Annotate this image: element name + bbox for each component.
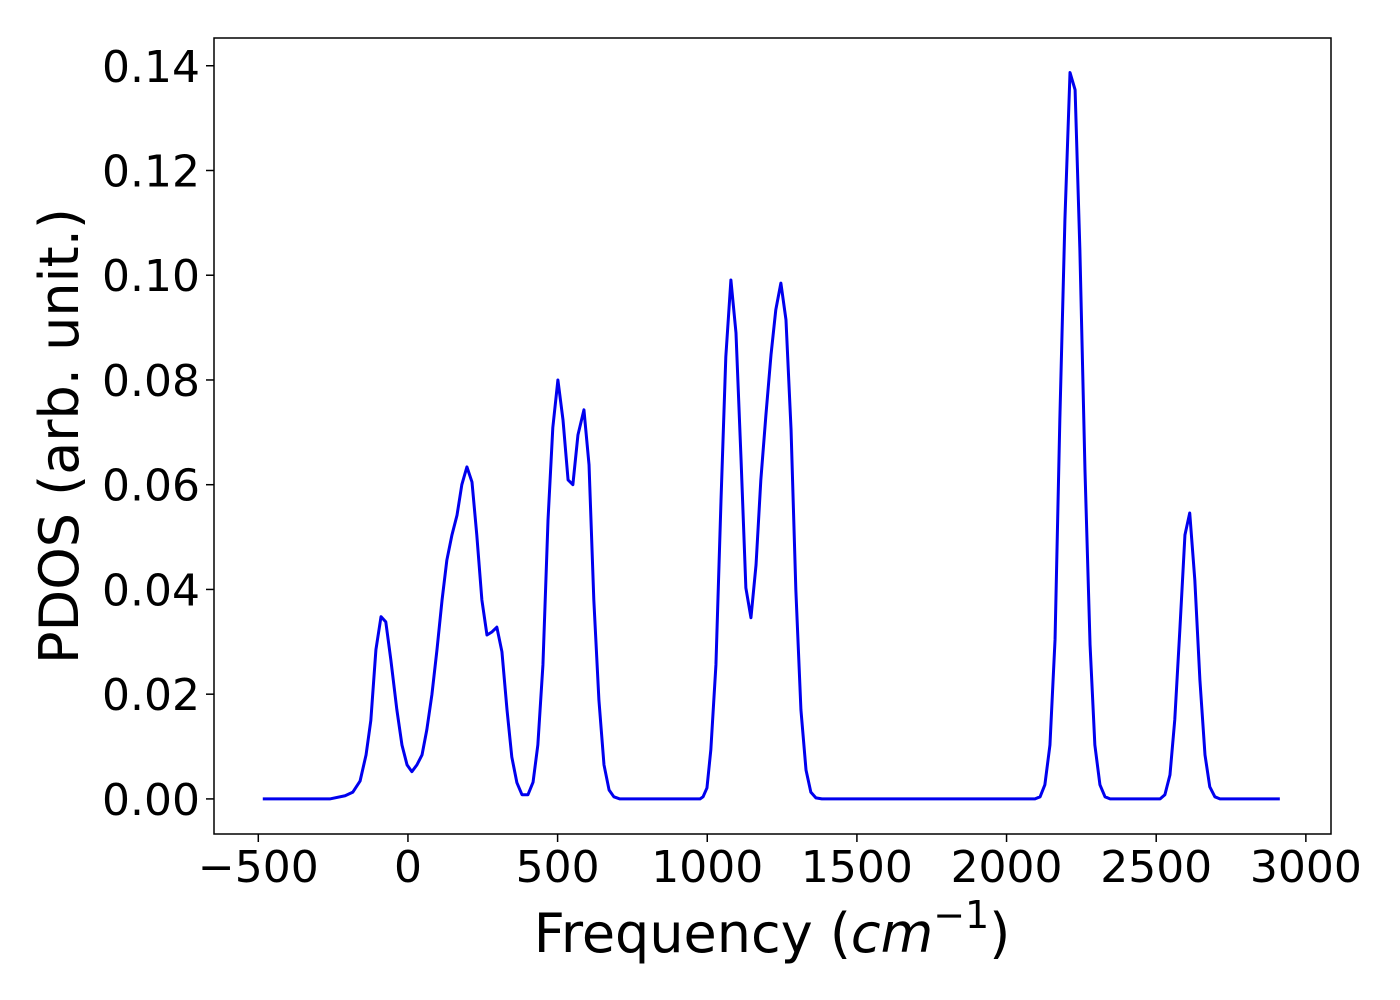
y-tick-label: 0.04: [102, 565, 200, 616]
y-tick-label: 0.14: [102, 42, 200, 93]
y-tick-label: 0.02: [102, 670, 200, 721]
x-tick-label: 2500: [1100, 842, 1212, 893]
x-label-text: Frequency (: [534, 902, 851, 965]
y-tick-label: 0.08: [102, 356, 200, 407]
y-tick-label: 0.12: [102, 146, 200, 197]
y-tick-label: 0.06: [102, 461, 200, 512]
x-label-close: ): [989, 902, 1010, 965]
x-tick-label: 2000: [951, 842, 1063, 893]
x-tick-label: 500: [516, 842, 600, 893]
y-tick-label: 0.00: [102, 775, 200, 826]
y-tick-label: 0.10: [102, 251, 200, 302]
x-label-unit: cm: [851, 902, 933, 965]
x-tick-label: 3000: [1250, 842, 1362, 893]
x-tick-label: 1500: [801, 842, 913, 893]
x-tick-label: 0: [394, 842, 422, 893]
plot-frame: [213, 37, 1332, 835]
x-axis-label: Frequency (cm−1): [534, 893, 1011, 965]
data-line: [262, 71, 1280, 801]
x-label-exponent: −1: [933, 893, 989, 937]
x-tick-label: 1000: [651, 842, 763, 893]
x-tick-label: −500: [198, 842, 319, 893]
y-axis-label: PDOS (arb. unit.): [28, 208, 91, 664]
